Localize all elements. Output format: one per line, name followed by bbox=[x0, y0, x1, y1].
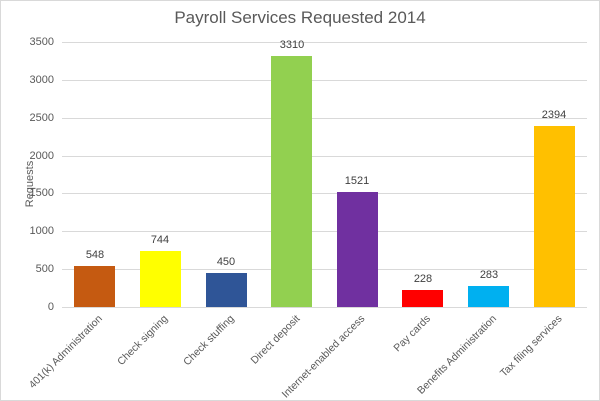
data-label: 3310 bbox=[279, 39, 305, 51]
chart-title: Payroll Services Requested 2014 bbox=[174, 8, 426, 27]
y-tick-label: 1000 bbox=[29, 225, 54, 237]
bar bbox=[271, 56, 312, 307]
gridline bbox=[62, 80, 587, 81]
gridline bbox=[62, 118, 587, 119]
y-tick-label: 3000 bbox=[29, 74, 54, 86]
data-label: 1521 bbox=[344, 175, 370, 187]
gridline bbox=[62, 42, 587, 43]
y-tick-label: 500 bbox=[35, 263, 54, 275]
bar bbox=[468, 286, 509, 307]
y-tick-label: 3500 bbox=[29, 36, 54, 48]
bar bbox=[74, 266, 115, 307]
bar bbox=[402, 290, 443, 307]
y-tick-label: 2500 bbox=[29, 112, 54, 124]
gridline bbox=[62, 269, 587, 270]
data-label: 283 bbox=[479, 269, 499, 281]
y-tick-label: 0 bbox=[47, 301, 54, 313]
data-label: 450 bbox=[216, 256, 236, 268]
data-label: 2394 bbox=[541, 109, 567, 121]
gridline bbox=[62, 307, 587, 308]
bar bbox=[337, 192, 378, 307]
y-tick-label: 2000 bbox=[29, 150, 54, 162]
bar bbox=[206, 273, 247, 307]
data-label: 744 bbox=[150, 234, 170, 246]
bar bbox=[140, 251, 181, 307]
y-tick-label: 1500 bbox=[29, 187, 54, 199]
gridline bbox=[62, 156, 587, 157]
y-axis-label: Requests bbox=[24, 160, 36, 208]
bar bbox=[534, 126, 575, 307]
data-label: 228 bbox=[413, 273, 433, 285]
gridline bbox=[62, 193, 587, 194]
gridline bbox=[62, 231, 587, 232]
data-label: 548 bbox=[85, 249, 105, 261]
